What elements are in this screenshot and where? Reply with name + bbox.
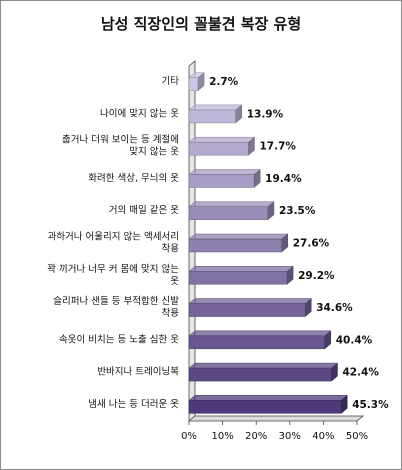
bar-top [188,266,294,272]
category-label: 화려한 색상, 무늬의 옷 [88,172,179,184]
bar-top [188,395,348,401]
bar-side [286,265,294,285]
bar [188,367,332,382]
x-tick-label: 20% [245,431,267,442]
data-label: 45.3% [352,399,389,411]
chart-title: 남성 직장인의 꼴불견 복장 유형 [100,15,302,33]
bar-side [253,168,261,188]
data-label: 42.4% [342,367,379,379]
category-label: 착용 [162,244,180,255]
category-label: 옷 [170,276,179,287]
bar-side [324,330,331,350]
bar-side [248,136,255,156]
category-label: 반바지나 트레이닝복 [97,367,179,378]
x-tick-label: 10% [211,431,233,442]
category-label: 나이에 맞지 않는 옷 [100,107,179,119]
data-label: 19.4% [265,173,302,185]
category-label: 속옷이 비치는 등 노출 심한 옷 [59,333,179,345]
bar [188,109,236,124]
bar-side [281,233,288,253]
category-label: 거의 매일 같은 옷 [109,204,179,216]
category-label: 냄새 나는 등 더러운 옷 [88,399,179,410]
bar-top [188,233,289,240]
bar-top [188,362,339,369]
data-label: 23.5% [279,205,316,217]
bar-top [188,201,275,207]
data-label: 29.2% [298,270,335,282]
category-label: 맞지 않는 옷 [129,146,179,158]
category-label: 기타 [162,76,180,87]
bar-top [188,104,243,111]
bar [188,77,199,91]
x-tick-label: 50% [346,431,368,442]
x-tick-label: 0% [181,431,197,442]
bar [188,400,342,414]
category-label: 착용 [162,308,180,319]
bar [188,206,269,220]
bar-side [197,72,205,92]
category-label: 과하거나 어울리지 않는 액세서리 [48,231,179,243]
bar [188,271,288,285]
axis-floor [187,415,365,422]
bar-side [331,362,338,382]
data-label: 34.6% [316,302,353,314]
x-tick-label: 40% [312,431,334,442]
bar-side [305,298,312,318]
bar-top [188,169,261,175]
bar-top [188,330,332,337]
bar [188,141,249,156]
bar [188,238,282,253]
data-label: 13.9% [247,108,284,120]
bar-side [267,201,275,221]
data-label: 2.7% [209,76,239,88]
bar [188,303,306,317]
bar [188,174,255,188]
data-label: 17.7% [259,141,296,153]
bar [188,335,325,350]
bar-side [235,104,242,124]
category-label: 춥거나 더워 보이는 등 계절에 [62,134,179,146]
category-label: 꽉 끼거나 너무 커 몸에 맞지 않는 [47,263,179,275]
data-label: 27.6% [293,238,330,250]
x-tick-label: 30% [279,431,301,442]
data-label: 40.4% [336,334,373,346]
category-label: 슬리퍼나 샌들 등 부적합한 신발 [53,295,179,307]
bar-side [340,394,348,414]
bar-top [188,136,256,143]
bar-top [188,298,312,304]
